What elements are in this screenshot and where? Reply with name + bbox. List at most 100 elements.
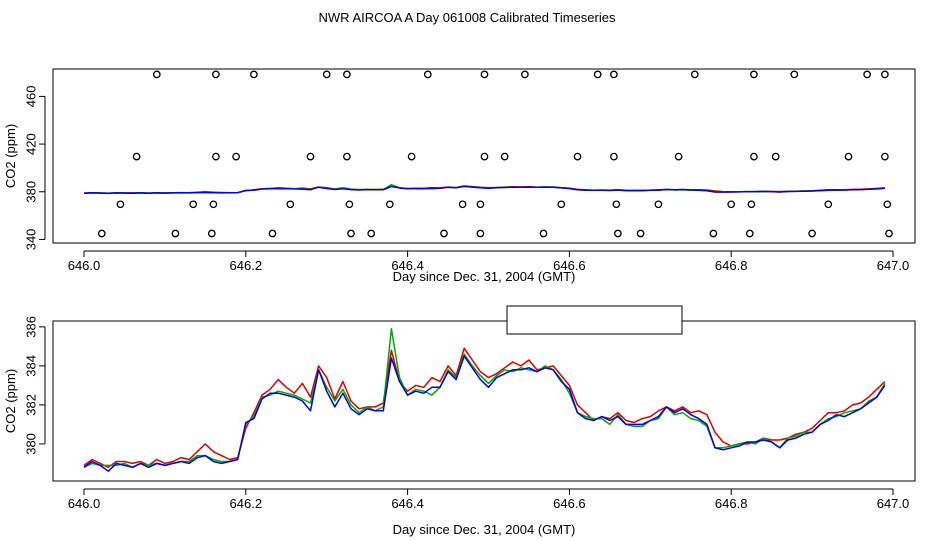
top-marker-point [212,152,220,161]
top-marker-point [844,152,853,161]
top-x-tick-label: 646.2 [230,258,263,273]
top-marker-point [458,200,467,209]
top-marker-point [863,70,871,79]
top-x-tick-label: 646.6 [553,258,586,273]
top-series-lines [83,183,885,195]
top-marker-point [573,152,582,161]
top-y-axis-label: CO2 (ppm) [3,124,18,188]
top-marker-point [171,229,180,238]
top-marker-point [367,229,376,238]
top-y-tick-label: 380 [23,181,38,203]
bottom-y-axis: 380 382 384 386 [23,316,46,455]
top-marker-point [539,229,548,238]
top-marker-point [745,229,754,238]
top-marker-point [614,229,622,238]
top-marker-point [881,70,889,79]
top-y-axis: 340 380 420 460 [23,86,46,251]
top-marker-point [306,152,315,161]
top-marker-point [480,70,489,79]
top-marker-point [727,200,736,209]
bottom-y-tick-label: 382 [23,394,38,416]
top-marker-point [286,200,295,209]
top-marker-point [152,70,161,79]
top-marker-point [654,200,663,209]
bottom-x-tick-label: 646.0 [68,496,101,511]
top-marker-point [790,70,799,79]
top-marker-point [750,152,758,161]
top-marker-point [347,229,355,238]
bottom-series-lines [83,328,886,472]
top-marker-point [808,229,816,238]
top-marker-point [189,200,198,209]
top-x-tick-label: 647.0 [877,258,910,273]
bottom-plot-frame [52,320,916,482]
bottom-y-axis-label: CO2 (ppm) [3,369,18,433]
bottom-series-blue [83,355,886,472]
top-marker-point [209,200,218,209]
bottom-panel: 646.0 646.2 646.4 646.6 646.8 647.0 380 382 384… [3,305,916,537]
top-marker-point [268,229,277,238]
top-marker-point [610,152,618,161]
legend-box [506,305,683,335]
top-marker-point [883,200,892,209]
top-marker-point [771,152,780,161]
top-marker-point [207,229,216,238]
top-marker-point [750,70,758,79]
bottom-y-tick-label: 384 [23,355,38,377]
top-marker-point [385,200,394,209]
top-marker-point [881,152,889,161]
top-x-tick-label: 646.0 [68,258,101,273]
figure-title: NWR AIRCOA A Day 061008 Calibrated Times… [319,10,616,25]
top-marker-point [423,70,432,79]
top-x-axis: 646.0 646.2 646.4 646.6 646.8 647.0 [68,250,910,273]
top-marker-point [557,200,566,209]
bottom-y-tick-label: 380 [23,433,38,455]
top-y-tick-label: 460 [23,86,38,108]
bottom-x-tick-label: 646.6 [553,496,586,511]
bottom-x-tick-label: 647.0 [877,496,910,511]
top-marker-point [343,70,351,79]
bottom-x-axis-label: Day since Dec. 31, 2004 (GMT) [393,522,576,537]
top-marker-point [612,200,621,209]
top-marker-point [709,229,718,238]
top-marker-point [521,70,529,79]
top-marker-point [116,200,125,209]
top-marker-point [885,229,893,238]
top-x-tick-label: 646.4 [391,258,424,273]
top-marker-point [480,152,489,161]
top-y-tick-label: 340 [23,229,38,251]
top-marker-point [500,152,509,161]
top-marker-point [690,70,699,79]
top-panel: 646.0 646.2 646.4 646.6 646.8 647.0 340 380 420… [3,68,916,284]
top-marker-point [824,200,833,209]
top-y-tick-label: 420 [23,133,38,155]
bottom-y-tick-label: 386 [23,316,38,338]
bottom-x-tick-label: 646.2 [230,496,263,511]
top-marker-point [593,70,602,79]
top-marker-point [636,229,645,238]
bottom-x-tick-label: 646.4 [391,496,424,511]
top-marker-point [322,70,331,79]
bottom-series-green [83,328,886,469]
top-marker-point [343,152,351,161]
top-markers [97,70,893,238]
top-x-axis-label: Day since Dec. 31, 2004 (GMT) [393,269,576,284]
bottom-x-axis: 646.0 646.2 646.4 646.6 646.8 647.0 [68,488,910,511]
top-series-blue [83,185,885,195]
top-marker-point [232,152,240,161]
top-x-tick-label: 646.8 [715,258,748,273]
top-marker-point [747,200,756,209]
top-marker-point [407,152,416,161]
top-marker-point [345,200,354,209]
top-marker-point [476,200,485,209]
top-plot-frame [52,68,916,244]
bottom-series-red [83,347,886,469]
top-marker-point [250,70,258,79]
top-marker-point [212,70,220,79]
top-marker-point [610,70,618,79]
top-marker-point [440,229,448,238]
top-marker-point [132,152,141,161]
top-marker-point [476,229,485,238]
bottom-x-tick-label: 646.8 [715,496,748,511]
